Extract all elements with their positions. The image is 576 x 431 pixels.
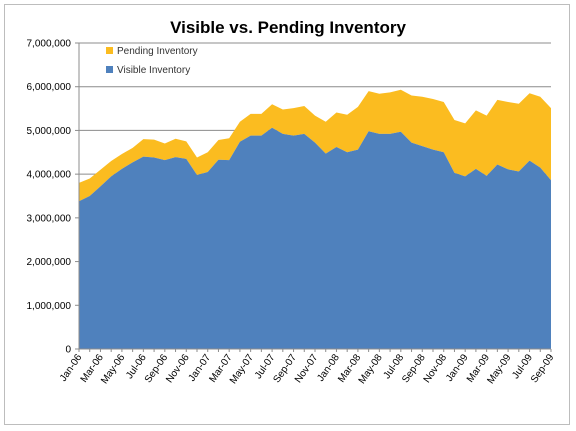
x-tick-label: Nov-07: [293, 352, 321, 385]
y-tick-label: 6,000,000: [27, 82, 72, 93]
y-tick-label: 5,000,000: [27, 126, 72, 137]
y-tick-label: 0: [65, 345, 71, 356]
x-tick-label: Nov-06: [164, 352, 192, 385]
y-tick-label: 3,000,000: [27, 213, 72, 224]
legend: Pending Inventory Visible Inventory: [106, 46, 198, 76]
y-tick-label: 4,000,000: [27, 170, 72, 181]
x-tick-label: Nov-08: [422, 352, 450, 385]
area-visible-inventory: [79, 127, 551, 349]
legend-swatch-visible: [106, 66, 113, 73]
x-tick-label: Sep-09: [529, 352, 557, 385]
area-series: [79, 89, 551, 349]
x-axis-ticks: Jan-06Mar-06May-06Jul-06Sep-06Nov-06Jan-…: [58, 349, 557, 386]
legend-swatch-pending: [106, 47, 113, 54]
chart-title: Visible vs. Pending Inventory: [170, 18, 406, 37]
y-tick-label: 1,000,000: [27, 301, 72, 312]
y-tick-label: 2,000,000: [27, 257, 72, 268]
legend-label-pending: Pending Inventory: [117, 46, 198, 57]
y-axis-ticks: 0 1,000,000 2,000,000 3,000,000 4,000,000 5,0…: [27, 39, 79, 356]
legend-label-visible: Visible Inventory: [117, 65, 190, 76]
area-pending-inventory: [79, 89, 551, 202]
y-tick-label: 7,000,000: [27, 39, 72, 50]
